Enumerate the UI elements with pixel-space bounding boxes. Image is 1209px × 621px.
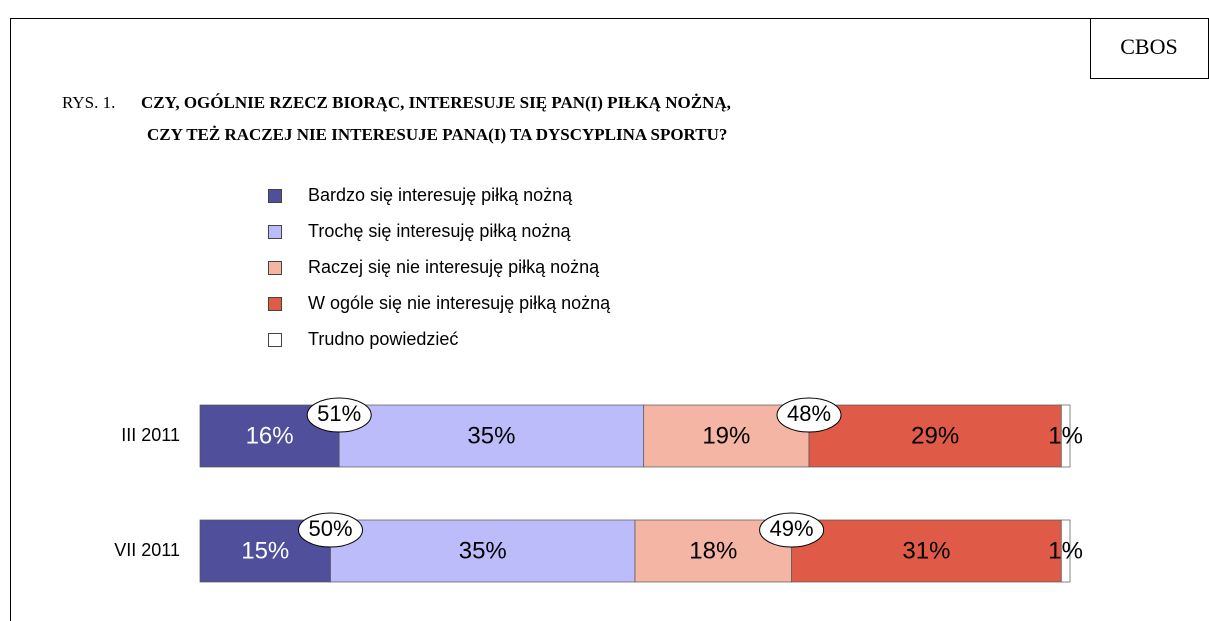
title-prefix: RYS. 1. [62,93,115,112]
legend-swatch [268,333,282,347]
bar-segment [808,404,1062,468]
data-label: 31% [902,537,950,564]
chart-title: CZY, OGÓLNIE RZECZ BIORĄC, INTERESUJE SI… [141,93,731,112]
callout-label: 50% [308,516,352,541]
legend-swatch [268,297,282,311]
data-label: 35% [459,537,507,564]
data-label: 35% [467,422,515,449]
y-tick-label: VII 2011 [114,540,180,560]
legend-label: Trochę się interesuję piłką nożną [308,221,571,241]
callout-label: 49% [770,516,814,541]
data-label: 15% [241,537,289,564]
legend-label: Bardzo się interesuję piłką nożną [308,185,573,205]
callout-bubble [776,397,842,433]
data-label: 18% [689,537,737,564]
legend-label: W ogóle się nie interesuję piłką nożną [308,293,611,313]
bar-segment [1060,404,1071,468]
data-label: 29% [911,422,959,449]
bar-segment [1060,519,1071,583]
data-label: 1% [1048,537,1083,564]
legend-swatch [268,225,282,239]
data-label: 1% [1048,422,1083,449]
frame [10,18,1209,621]
callout-bubble [759,512,825,548]
callout-bubble [306,397,372,433]
bar-segment [791,519,1062,583]
data-label: 16% [246,422,294,449]
data-label: 19% [702,422,750,449]
legend-label: Raczej się nie interesuję piłką nożną [308,257,600,277]
legend-swatch [268,189,282,203]
legend-swatch [268,261,282,275]
y-tick-label: III 2011 [121,425,180,445]
chart-title: CZY TEŻ RACZEJ NIE INTERESUJE PANA(I) TA… [147,125,727,144]
header: CBOS [1120,34,1177,59]
bar-segment [330,519,636,583]
callout-label: 48% [787,401,831,426]
legend-label: Trudno powiedzieć [308,329,458,349]
callout-bubble [298,512,363,548]
callout-label: 51% [317,401,361,426]
